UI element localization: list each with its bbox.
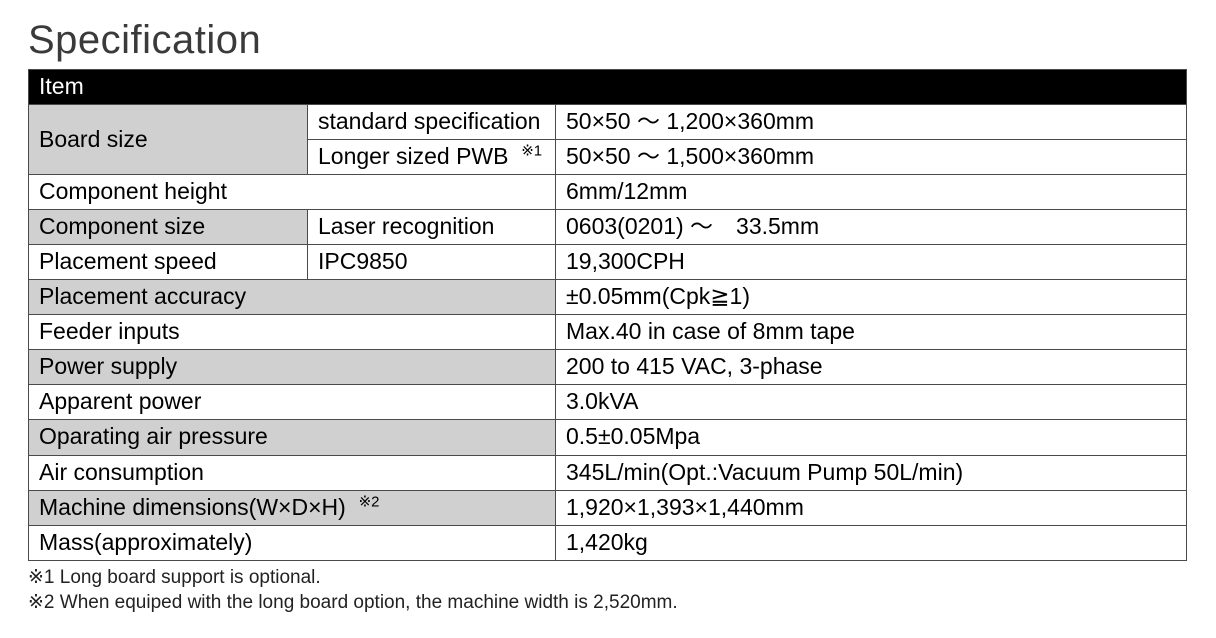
table-row: Apparent power 3.0kVA bbox=[29, 385, 1187, 420]
table-row: Placement speed IPC9850 19,300CPH bbox=[29, 245, 1187, 280]
cell-mass-label: Mass(approximately) bbox=[29, 525, 556, 560]
footnote-ref: ※1 bbox=[521, 142, 542, 159]
cell-board-size-std-value: 50×50 ～ 1,200×360mm bbox=[556, 105, 1187, 140]
footnote-2: ※2 When equiped with the long board opti… bbox=[28, 590, 1188, 616]
cell-board-size-long-value: 50×50 ～ 1,500×360mm bbox=[556, 140, 1187, 175]
cell-component-height-label: Component height bbox=[29, 175, 556, 210]
table-row: Air consumption 345L/min(Opt.:Vacuum Pum… bbox=[29, 455, 1187, 490]
cell-placement-acc-label: Placement accuracy bbox=[29, 280, 556, 315]
cell-apparent-power-label: Apparent power bbox=[29, 385, 556, 420]
cell-mass-value: 1,420kg bbox=[556, 525, 1187, 560]
cell-power-supply-label: Power supply bbox=[29, 350, 556, 385]
table-row: Component height 6mm/12mm bbox=[29, 175, 1187, 210]
cell-air-consumption-value: 345L/min(Opt.:Vacuum Pump 50L/min) bbox=[556, 455, 1187, 490]
cell-air-consumption-label: Air consumption bbox=[29, 455, 556, 490]
section-title: Specification bbox=[28, 18, 1188, 63]
cell-machine-dims-value: 1,920×1,393×1,440mm bbox=[556, 490, 1187, 525]
table-row: Oparating air pressure 0.5±0.05Mpa bbox=[29, 420, 1187, 455]
cell-feeder-inputs-value: Max.40 in case of 8mm tape bbox=[556, 315, 1187, 350]
cell-board-size-long-label: Longer sized PWB ※1 bbox=[308, 140, 556, 175]
table-row: Feeder inputs Max.40 in case of 8mm tape bbox=[29, 315, 1187, 350]
cell-text: Longer sized PWB bbox=[318, 143, 508, 169]
cell-machine-dims-label: Machine dimensions(W×D×H) ※2 bbox=[29, 490, 556, 525]
cell-component-size-mid: Laser recognition bbox=[308, 210, 556, 245]
footnote-ref: ※2 bbox=[359, 493, 380, 510]
spec-table: Item Board size standard specification 5… bbox=[28, 69, 1187, 561]
cell-apparent-power-value: 3.0kVA bbox=[556, 385, 1187, 420]
footnotes: ※1 Long board support is optional. ※2 Wh… bbox=[28, 565, 1188, 616]
footnote-1: ※1 Long board support is optional. bbox=[28, 565, 1188, 591]
table-row: Machine dimensions(W×D×H) ※2 1,920×1,393… bbox=[29, 490, 1187, 525]
cell-placement-speed-value: 19,300CPH bbox=[556, 245, 1187, 280]
header-item: Item bbox=[29, 70, 1187, 105]
cell-placement-speed-label: Placement speed bbox=[29, 245, 308, 280]
cell-op-air-pressure-value: 0.5±0.05Mpa bbox=[556, 420, 1187, 455]
table-row: Mass(approximately) 1,420kg bbox=[29, 525, 1187, 560]
table-row: Power supply 200 to 415 VAC, 3-phase bbox=[29, 350, 1187, 385]
table-row: Placement accuracy ±0.05mm(Cpk≧1) bbox=[29, 280, 1187, 315]
table-header-row: Item bbox=[29, 70, 1187, 105]
cell-placement-acc-value: ±0.05mm(Cpk≧1) bbox=[556, 280, 1187, 315]
cell-component-size-label: Component size bbox=[29, 210, 308, 245]
cell-text: Machine dimensions(W×D×H) bbox=[39, 494, 346, 520]
cell-feeder-inputs-label: Feeder inputs bbox=[29, 315, 556, 350]
cell-power-supply-value: 200 to 415 VAC, 3-phase bbox=[556, 350, 1187, 385]
table-row: Component size Laser recognition 0603(02… bbox=[29, 210, 1187, 245]
cell-component-height-value: 6mm/12mm bbox=[556, 175, 1187, 210]
table-row: Board size standard specification 50×50 … bbox=[29, 105, 1187, 140]
cell-board-size-label: Board size bbox=[29, 105, 308, 175]
cell-placement-speed-mid: IPC9850 bbox=[308, 245, 556, 280]
cell-op-air-pressure-label: Oparating air pressure bbox=[29, 420, 556, 455]
cell-component-size-value: 0603(0201) ～ 33.5mm bbox=[556, 210, 1187, 245]
cell-board-size-std-label: standard specification bbox=[308, 105, 556, 140]
